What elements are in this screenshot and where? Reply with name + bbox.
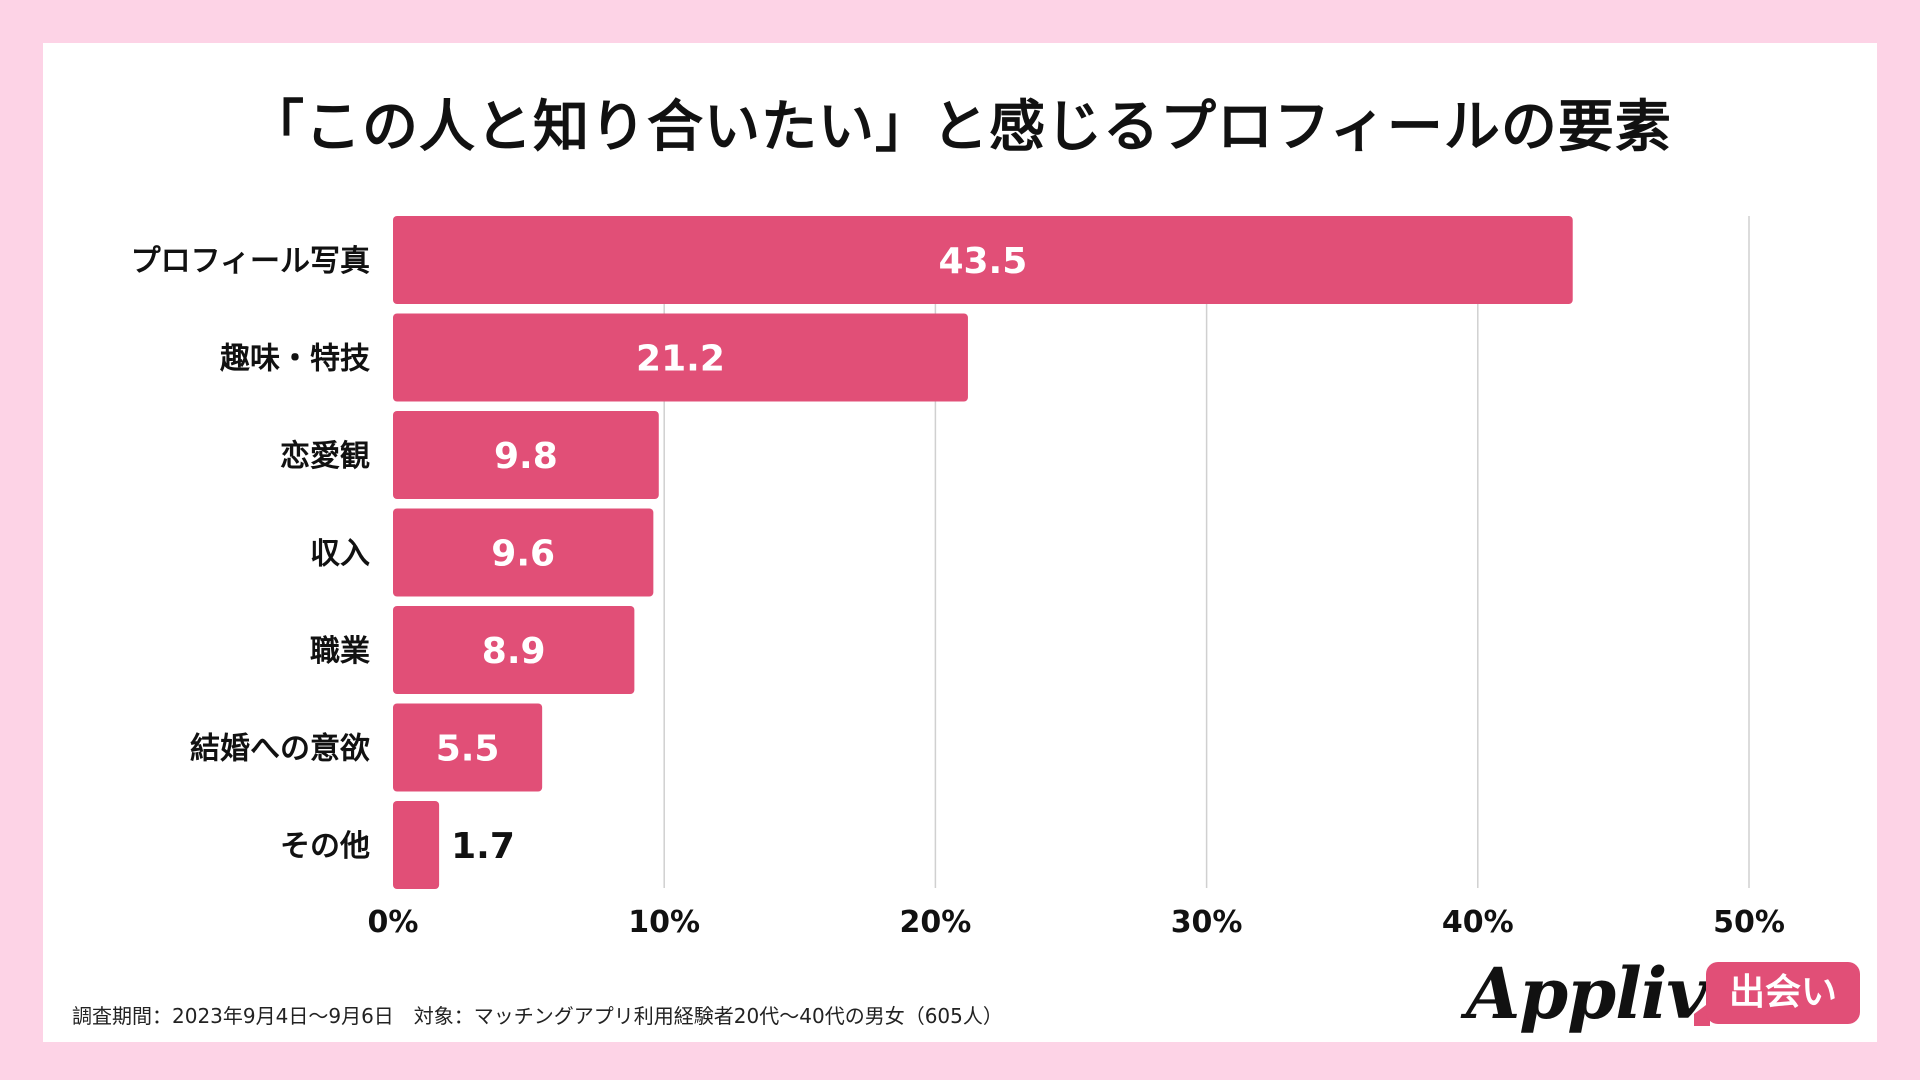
- category-label: その他: [280, 829, 370, 864]
- x-tick-label: 10%: [628, 905, 700, 940]
- x-tick-label: 40%: [1442, 905, 1514, 940]
- bar-value-label: 9.8: [494, 436, 558, 477]
- bar-value-label: 43.5: [938, 241, 1027, 282]
- category-label: 恋愛観: [280, 439, 370, 474]
- chart-title: 「この人と知り合いたい」と感じるプロフィールの要素: [248, 95, 1672, 160]
- category-label: プロフィール写真: [131, 244, 370, 279]
- category-label: 職業: [310, 634, 370, 669]
- survey-footnote: 調査期間：2023年9月4日〜9月6日 対象：マッチングアプリ利用経験者20代〜…: [72, 1004, 1003, 1028]
- bar-value-label: 5.5: [436, 729, 500, 770]
- x-tick-label: 20%: [899, 905, 971, 940]
- x-tick-label: 50%: [1713, 905, 1785, 940]
- category-label: 趣味・特技: [220, 342, 370, 377]
- bar: [393, 313, 968, 402]
- bar-value-label: 8.9: [482, 631, 546, 672]
- bar-value-label: 21.2: [636, 339, 725, 380]
- bar: [393, 703, 543, 792]
- category-label: 結婚への意欲: [190, 732, 370, 767]
- x-tick-label: 0%: [368, 905, 419, 940]
- category-badge: 出会い: [1706, 962, 1860, 1024]
- bar: [393, 508, 654, 597]
- appliv-logo: Appliv: [1466, 952, 1707, 1035]
- category-label: 収入: [310, 537, 370, 572]
- bar: [393, 606, 635, 694]
- bar: [393, 411, 659, 499]
- bar: [393, 801, 440, 889]
- x-tick-label: 30%: [1171, 905, 1243, 940]
- bar: [393, 216, 1573, 304]
- bar-value-label: 1.7: [451, 826, 515, 867]
- chart-card: [43, 43, 1877, 1042]
- bar-value-label: 9.6: [491, 534, 555, 575]
